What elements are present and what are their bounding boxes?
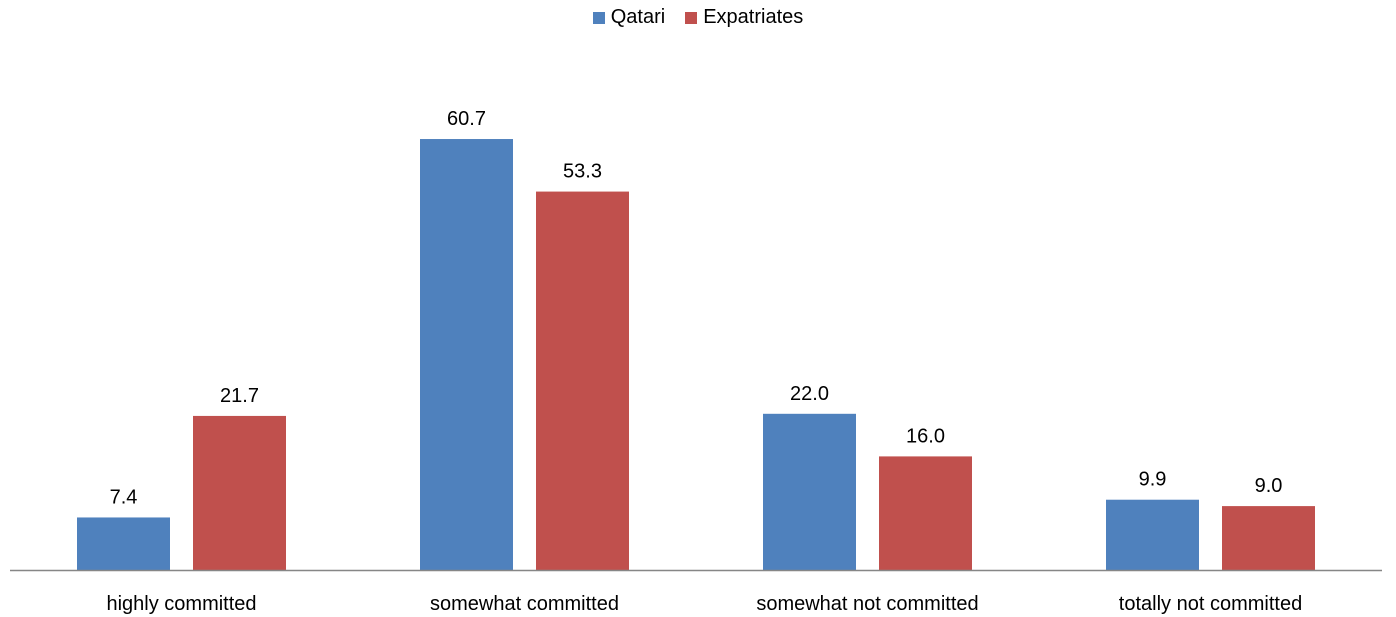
x-tick-label-2: somewhat committed (430, 593, 619, 615)
bar-expatriates-1 (193, 415, 286, 570)
x-tick-label-4: totally not committed (1119, 593, 1302, 615)
data-label-expatriates-1: 21.7 (220, 385, 259, 407)
data-label-qatari-1: 7.4 (110, 486, 138, 508)
legend-item-expatriates: Expatriates (685, 6, 803, 29)
data-label-qatari-3: 22.0 (790, 383, 829, 405)
legend-swatch-expatriates (685, 11, 698, 24)
legend-label-expatriates: Expatriates (703, 6, 804, 28)
data-label-expatriates-2: 53.3 (563, 161, 602, 183)
bar-qatari-2 (420, 139, 513, 570)
bar-expatriates-2 (536, 191, 629, 570)
legend-item-qatari: Qatari (592, 6, 666, 29)
chart-legend: Qatari Expatriates (0, 6, 1396, 29)
bar-expatriates-4 (1222, 506, 1315, 570)
data-label-expatriates-4: 9.0 (1255, 475, 1283, 497)
data-label-expatriates-3: 16.0 (906, 425, 945, 447)
data-label-qatari-4: 9.9 (1139, 469, 1167, 491)
bar-qatari-1 (77, 517, 170, 570)
bar-qatari-4 (1106, 499, 1199, 570)
x-tick-label-3: somewhat not committed (756, 593, 978, 615)
data-label-qatari-2: 60.7 (447, 108, 486, 130)
legend-label-qatari: Qatari (610, 6, 666, 28)
bar-qatari-3 (763, 413, 856, 570)
bar-expatriates-3 (879, 456, 972, 570)
legend-swatch-qatari (592, 11, 605, 24)
x-tick-label-1: highly committed (106, 593, 256, 615)
